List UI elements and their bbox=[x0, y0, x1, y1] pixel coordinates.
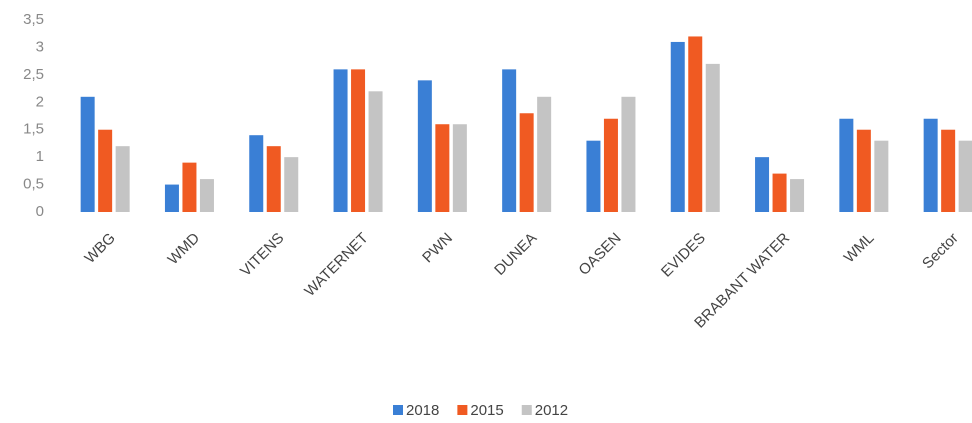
bar bbox=[115, 146, 130, 212]
bar bbox=[923, 118, 938, 212]
bar bbox=[755, 157, 770, 212]
bar bbox=[333, 69, 348, 212]
bar bbox=[856, 129, 871, 212]
x-tick-label: WBG bbox=[81, 230, 118, 267]
bar bbox=[502, 69, 517, 212]
legend-label: 2018 bbox=[406, 402, 439, 419]
y-tick-label: 2,5 bbox=[23, 66, 44, 83]
x-tick-label: VITENS bbox=[237, 230, 287, 280]
bar bbox=[368, 91, 383, 212]
bar bbox=[958, 140, 972, 212]
bar bbox=[670, 41, 685, 212]
bar bbox=[351, 69, 366, 212]
bar bbox=[941, 129, 956, 212]
bar bbox=[790, 179, 805, 212]
legend-label: 2015 bbox=[470, 402, 503, 419]
bar bbox=[537, 96, 552, 212]
x-tick-label: PWN bbox=[419, 230, 456, 267]
bar bbox=[874, 140, 889, 212]
y-tick-label: 0 bbox=[36, 203, 44, 220]
y-tick-label: 3,5 bbox=[23, 11, 44, 28]
legend-swatch bbox=[521, 405, 532, 415]
bar bbox=[249, 135, 264, 212]
x-tick-label: OASEN bbox=[575, 230, 624, 279]
legend-label: 2012 bbox=[535, 402, 568, 419]
bar bbox=[452, 124, 467, 212]
y-tick-label: 0,5 bbox=[23, 176, 44, 193]
bar bbox=[266, 146, 281, 212]
x-tick-label: EVIDES bbox=[658, 230, 709, 281]
y-tick-label: 2 bbox=[36, 93, 44, 110]
x-tick-label: WMD bbox=[165, 230, 204, 269]
bar bbox=[519, 113, 534, 212]
bar bbox=[603, 118, 618, 212]
bar bbox=[284, 157, 299, 212]
y-tick-label: 3 bbox=[36, 38, 44, 55]
bar bbox=[705, 63, 720, 213]
bar bbox=[98, 129, 113, 212]
x-tick-label: DUNEA bbox=[491, 230, 540, 279]
bar bbox=[435, 124, 450, 212]
bar bbox=[80, 96, 95, 212]
y-tick-label: 1,5 bbox=[23, 121, 44, 138]
bar bbox=[199, 179, 214, 212]
x-tick-label: WML bbox=[841, 230, 878, 267]
bar bbox=[586, 140, 601, 212]
legend-swatch bbox=[457, 405, 468, 415]
x-tick-label: Sector bbox=[919, 230, 962, 273]
x-tick-label: WATERNET bbox=[301, 230, 371, 300]
legend-swatch bbox=[393, 405, 403, 415]
x-tick-label: BRABANT WATER bbox=[691, 230, 793, 332]
y-tick-label: 1 bbox=[36, 148, 44, 165]
bar bbox=[772, 173, 787, 212]
bar bbox=[839, 118, 854, 212]
bar bbox=[182, 162, 197, 212]
bar bbox=[164, 184, 179, 212]
bar bbox=[621, 96, 636, 212]
bar bbox=[417, 80, 432, 212]
bar bbox=[688, 36, 703, 213]
